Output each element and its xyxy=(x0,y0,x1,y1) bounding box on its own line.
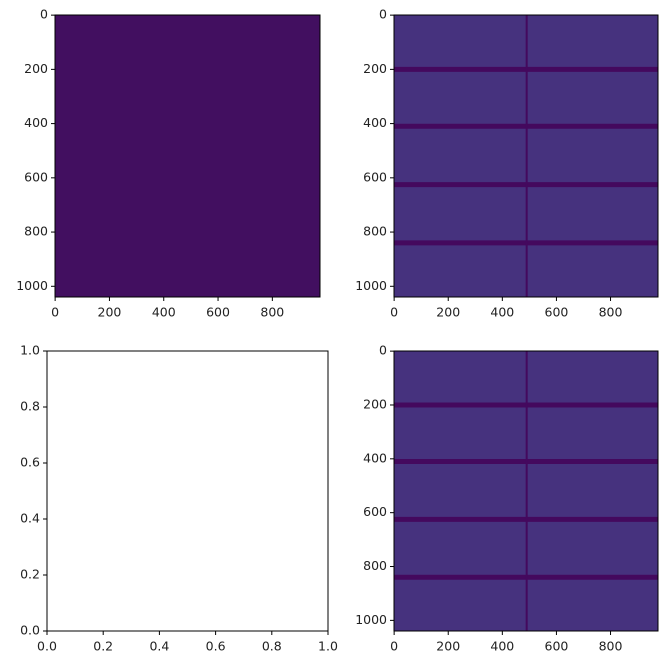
y-tick-label: 800 xyxy=(363,558,387,573)
x-tick-label: 0.2 xyxy=(93,639,113,654)
x-tick-label: 400 xyxy=(490,305,514,320)
y-tick-label: 200 xyxy=(363,396,387,411)
y-tick-label: 600 xyxy=(363,169,387,184)
x-tick-label: 0 xyxy=(390,305,398,320)
x-tick-label: 0 xyxy=(51,305,59,320)
y-tick-label: 800 xyxy=(363,224,387,239)
x-tick-label: 800 xyxy=(599,639,623,654)
y-tick-label: 0.4 xyxy=(20,511,40,526)
x-tick-label: 200 xyxy=(436,305,460,320)
x-tick-label: 0.8 xyxy=(262,639,282,654)
x-tick-label: 0.0 xyxy=(37,639,57,654)
y-tick-label: 200 xyxy=(363,61,387,76)
y-tick-label: 0.8 xyxy=(20,399,40,414)
y-tick-label: 0 xyxy=(379,343,387,358)
y-tick-label: 0.0 xyxy=(20,623,40,638)
axes-frame xyxy=(393,350,659,632)
x-tick-label: 600 xyxy=(545,305,569,320)
y-tick-label: 400 xyxy=(363,450,387,465)
x-tick-label: 1.0 xyxy=(318,639,338,654)
axes-frame xyxy=(54,14,321,298)
y-tick-label: 1000 xyxy=(355,278,387,293)
x-tick-label: 200 xyxy=(436,639,460,654)
y-tick-label: 800 xyxy=(24,224,48,239)
x-tick-label: 0 xyxy=(390,639,398,654)
axes-frame xyxy=(46,350,329,632)
y-tick-label: 0.6 xyxy=(20,455,40,470)
y-tick-label: 0 xyxy=(379,7,387,22)
y-tick-label: 1000 xyxy=(16,278,48,293)
x-tick-label: 400 xyxy=(490,639,514,654)
y-tick-label: 1000 xyxy=(355,612,387,627)
y-tick-label: 600 xyxy=(24,169,48,184)
x-tick-label: 0.4 xyxy=(149,639,169,654)
x-tick-label: 600 xyxy=(206,305,230,320)
y-tick-label: 200 xyxy=(24,61,48,76)
y-tick-label: 400 xyxy=(24,115,48,130)
y-tick-label: 600 xyxy=(363,504,387,519)
x-tick-label: 800 xyxy=(260,305,284,320)
y-tick-label: 1.0 xyxy=(20,343,40,358)
x-tick-label: 400 xyxy=(152,305,176,320)
x-tick-label: 200 xyxy=(98,305,122,320)
x-tick-label: 800 xyxy=(599,305,623,320)
image xyxy=(55,15,320,297)
y-tick-label: 400 xyxy=(363,115,387,130)
y-tick-label: 0.2 xyxy=(20,567,40,582)
x-tick-label: 600 xyxy=(545,639,569,654)
x-tick-label: 0.6 xyxy=(206,639,226,654)
y-tick-label: 0 xyxy=(40,7,48,22)
axes-frame xyxy=(393,14,659,298)
